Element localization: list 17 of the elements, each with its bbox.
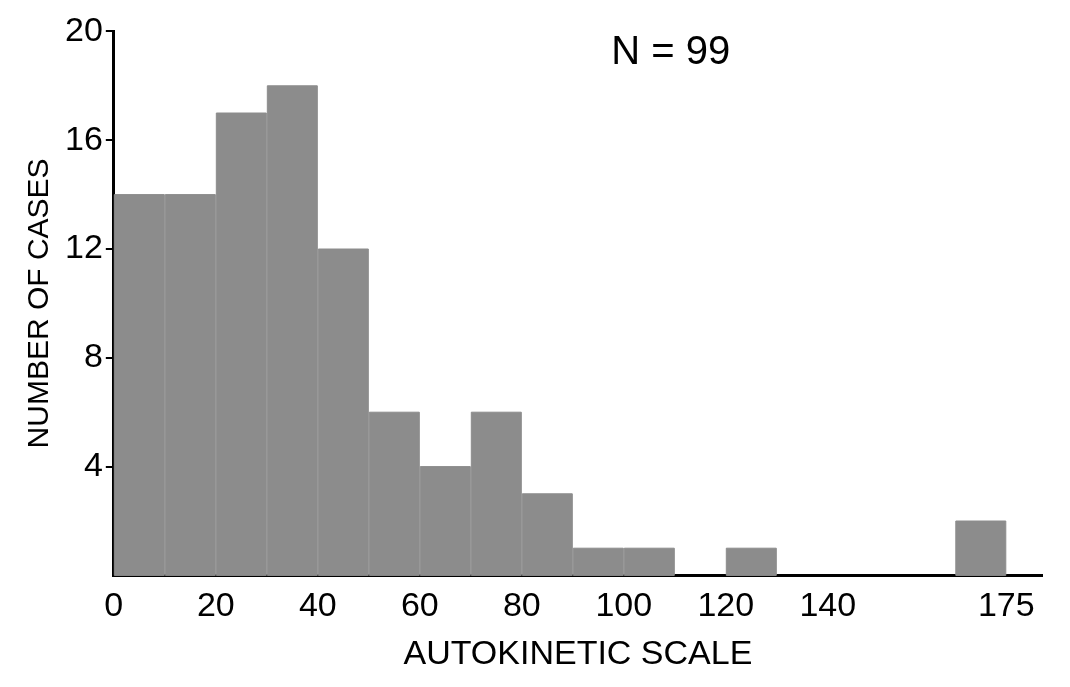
y-tick-label: 16 bbox=[64, 118, 103, 157]
x-tick-label: 60 bbox=[400, 585, 439, 624]
x-tick-label: 0 bbox=[104, 585, 124, 624]
x-tick-label: 80 bbox=[502, 585, 541, 624]
x-tick-label: 20 bbox=[196, 585, 235, 624]
y-tick-label: 20 bbox=[64, 9, 103, 48]
x-axis-title: AUTOKINETIC SCALE bbox=[403, 632, 753, 671]
y-axis-title: NUMBER OF CASES bbox=[21, 158, 55, 449]
y-tick-label: 12 bbox=[64, 227, 103, 266]
x-tick-label: 140 bbox=[799, 585, 857, 624]
annotation: N = 99 bbox=[611, 28, 731, 73]
y-tick-label: 4 bbox=[83, 444, 103, 483]
y-tick-label: 8 bbox=[83, 336, 103, 375]
x-tick-label: 100 bbox=[595, 585, 653, 624]
x-tick-label: 40 bbox=[298, 585, 337, 624]
x-tick-label: 175 bbox=[977, 585, 1035, 624]
x-tick-label: 120 bbox=[697, 585, 755, 624]
